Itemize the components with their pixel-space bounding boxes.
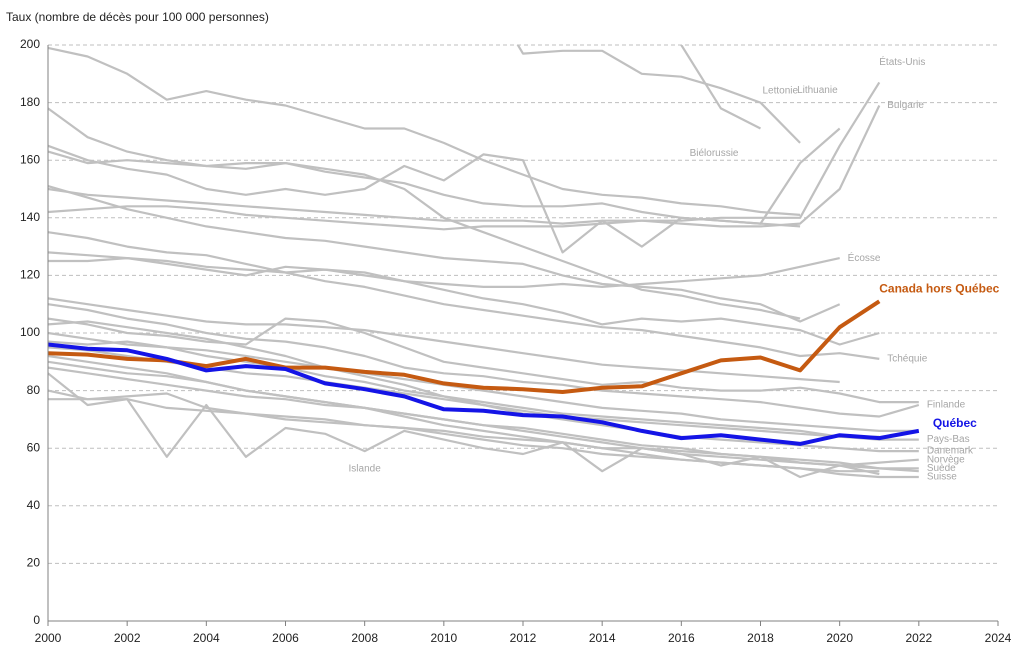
series-label: Finlande (927, 400, 966, 411)
x-tick-label: 2008 (351, 631, 378, 645)
x-tick-label: 2014 (589, 631, 616, 645)
series-line (47, 185, 841, 323)
series-label: Suède (927, 463, 956, 474)
series-label: Tchéquie (887, 354, 927, 365)
x-tick-label: 2010 (430, 631, 457, 645)
series-label: Bulgarie (887, 100, 924, 111)
y-tick-label: 20 (27, 556, 41, 570)
series-line (47, 317, 919, 404)
series-line (47, 303, 920, 418)
x-tick-label: 2018 (747, 631, 774, 645)
y-tick-label: 140 (20, 210, 40, 224)
x-tick-label: 2020 (826, 631, 853, 645)
series-line (47, 105, 881, 228)
series-line (47, 320, 919, 453)
y-tick-label: 0 (33, 613, 40, 627)
x-tick-label: 2022 (905, 631, 932, 645)
y-axis-title: Taux (nombre de décès pour 100 000 perso… (6, 10, 269, 24)
labels: 0 20 40 60 80 100 120 140 160 180 200 2000 2002 2004 2… (20, 37, 1012, 645)
series-line (47, 372, 880, 479)
series-label: Islande (349, 464, 382, 475)
series-line (47, 46, 801, 216)
series-label: Danemark (927, 446, 974, 457)
x-tick-label: 2024 (985, 631, 1012, 645)
series-label: États-Unis (879, 55, 925, 68)
lines (47, 45, 920, 479)
series-line (47, 340, 919, 432)
series-line (47, 150, 801, 320)
series-line (47, 366, 919, 470)
series-label: Biélorussie (690, 148, 739, 159)
series-line (47, 107, 801, 228)
x-tick-label: 2006 (272, 631, 299, 645)
x-tick-label: 2016 (668, 631, 695, 645)
series-line (47, 251, 840, 288)
series-line (47, 331, 919, 441)
series-line (516, 45, 801, 144)
series-line (48, 257, 880, 346)
series-label: Québec (933, 416, 977, 430)
y-tick-label: 60 (27, 440, 41, 454)
series-line (47, 354, 919, 479)
y-tick-label: 120 (20, 268, 40, 282)
y-tick-label: 200 (20, 37, 40, 51)
series-line (47, 297, 840, 384)
x-tick-label: 2004 (193, 631, 220, 645)
y-tick-label: 160 (20, 152, 40, 166)
y-tick-label: 40 (27, 498, 41, 512)
series-label: Écosse (848, 251, 881, 264)
series-label: Lettonie (762, 86, 798, 97)
series-label: Lithuanie (797, 85, 838, 96)
y-tick-label: 80 (27, 383, 41, 397)
x-tick-label: 2000 (35, 631, 62, 645)
x-tick-label: 2012 (510, 631, 537, 645)
series-line (47, 231, 880, 360)
y-tick-label: 100 (20, 325, 40, 339)
series-line (47, 127, 841, 254)
series-line (47, 81, 881, 231)
series-label: Pays-Bas (927, 434, 970, 445)
highlight-line (47, 342, 920, 446)
x-tick-label: 2002 (114, 631, 141, 645)
series-label: Norvège (927, 454, 965, 465)
y-tick-label: 180 (20, 95, 40, 109)
series-label: Canada hors Québec (879, 281, 999, 295)
series-line (679, 45, 761, 130)
series-label: Suisse (927, 472, 957, 483)
